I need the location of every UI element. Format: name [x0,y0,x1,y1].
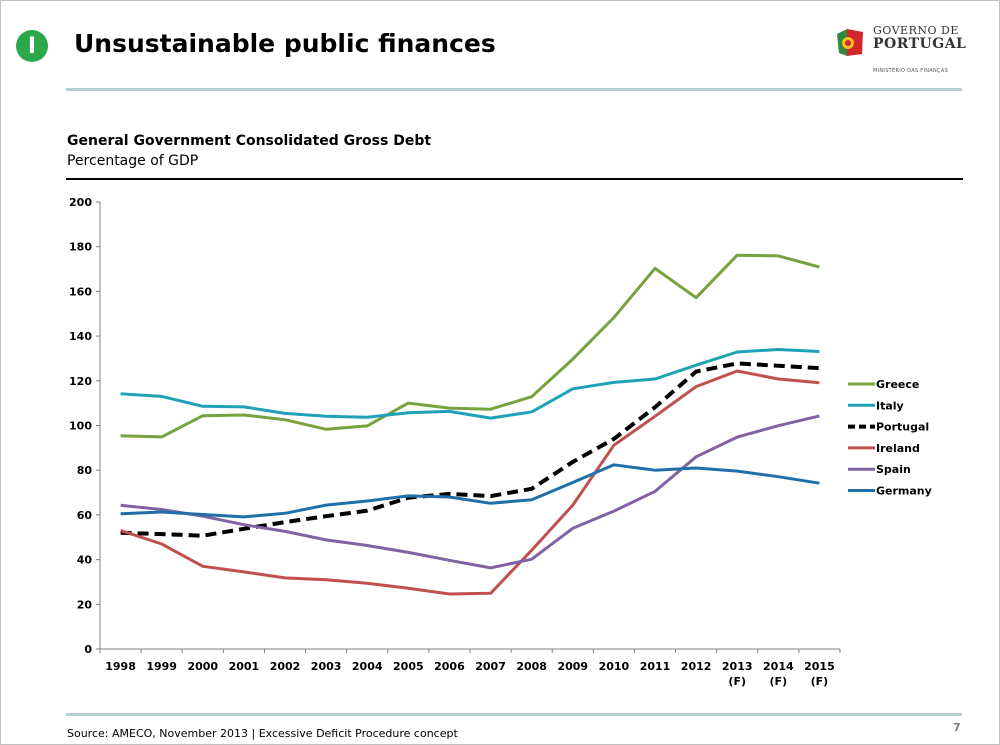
x-tick-label: 2011 [640,660,671,673]
x-tick-label: 2001 [229,660,260,673]
y-tick-label: 120 [69,375,92,388]
legend-label: Spain [876,463,911,476]
logo-text-line2: PORTUGAL [873,36,967,52]
x-tick-label: 2009 [557,660,588,673]
x-tick-label: 2014 [763,660,794,673]
y-tick-label: 80 [77,464,93,477]
y-tick-label: 180 [69,241,92,254]
page-number: 7 [953,721,961,734]
x-tick-label: 2012 [681,660,712,673]
x-tick-label: 2010 [599,660,630,673]
y-tick-label: 160 [69,285,92,298]
x-tick-label: 2000 [187,660,218,673]
chart-title: General Government Consolidated Gross De… [67,133,432,149]
logo-text-line1: GOVERNO DE [873,24,959,37]
section-marker-badge: I [16,30,48,62]
series-line-italy [120,348,820,420]
series-line-germany [120,463,820,519]
legend-label: Germany [876,485,932,498]
y-tick-label: 200 [69,196,92,209]
y-tick-label: 0 [84,643,92,656]
logo-text-line3: MINISTÉRIO DAS FINANÇAS [873,68,949,74]
x-tick-label: 2008 [516,660,547,673]
legend-label: Ireland [876,442,920,455]
portugal-emblem-icon [837,29,863,56]
x-tick-label: 1999 [146,660,177,673]
series-line-spain [120,414,820,570]
y-tick-label: 100 [69,420,92,433]
legend-label: Portugal [876,421,929,434]
legend-label: Greece [876,378,919,391]
source-note: Source: AMECO, November 2013 | Excessive… [67,727,458,740]
x-tick-label: 1998 [105,660,136,673]
x-tick-label: 2013 [722,660,753,673]
y-tick-label: 140 [69,330,92,343]
x-tick-label: 2015 [804,660,835,673]
chart-subtitle: Percentage of GDP [67,153,199,169]
x-tick-sublabel: (F) [811,675,829,688]
x-tick-label: 2006 [434,660,465,673]
x-tick-label: 2005 [393,660,424,673]
y-tick-label: 40 [77,554,93,567]
title-divider [66,88,962,91]
x-tick-sublabel: (F) [770,675,788,688]
y-tick-label: 60 [77,509,93,522]
x-tick-label: 2003 [311,660,342,673]
series-line-ireland [120,369,820,596]
y-tick-label: 20 [77,598,93,611]
government-logo: GOVERNO DE PORTUGAL MINISTÉRIO DAS FINAN… [833,22,967,82]
x-tick-sublabel: (F) [728,675,746,688]
chart-title-divider [66,178,963,180]
x-tick-label: 2007 [475,660,506,673]
x-tick-label: 2002 [270,660,301,673]
series-line-greece [120,253,820,439]
slide-title: Unsustainable public finances [74,29,496,58]
footer-divider [66,713,962,716]
x-tick-label: 2004 [352,660,383,673]
legend-label: Italy [876,399,904,412]
